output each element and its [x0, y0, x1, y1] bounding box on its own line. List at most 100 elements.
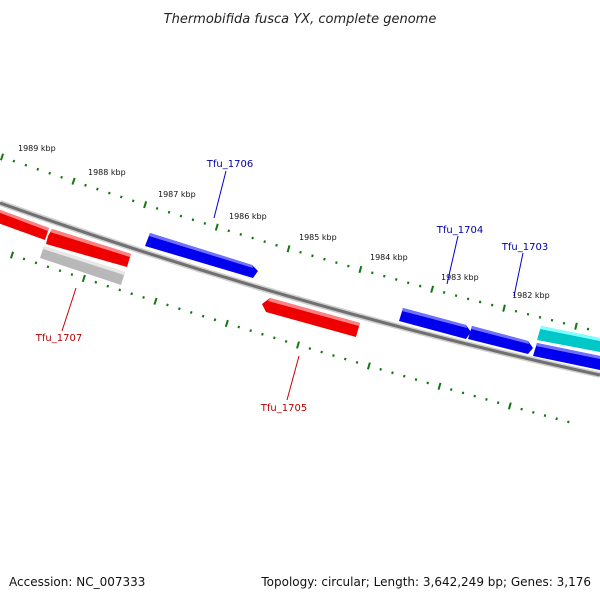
inner-tick — [130, 292, 133, 296]
inner-tick — [461, 391, 465, 395]
gene-pseudo-grey[interactable] — [40, 246, 125, 285]
outer-tick — [227, 229, 231, 233]
inner-tick — [9, 251, 15, 259]
inner-tick — [118, 288, 122, 292]
outer-tick — [119, 195, 123, 199]
outer-tick — [430, 285, 435, 293]
inner-tick — [70, 273, 74, 277]
inner-tick — [94, 280, 98, 284]
inner-tick — [46, 265, 50, 269]
inner-tick — [201, 314, 205, 318]
inner-tick — [178, 307, 181, 311]
gene-tfu1705-reverse[interactable] — [262, 298, 360, 337]
outer-tick — [418, 284, 422, 288]
outer-tick — [84, 183, 87, 187]
genome-summary-text: Topology: circular; Length: 3,642,249 bp… — [260, 575, 591, 589]
genome-backbone-core — [0, 201, 600, 377]
inner-tick — [34, 261, 38, 265]
outer-tick — [454, 294, 458, 298]
inner-tick — [320, 350, 323, 354]
inner-tick — [284, 340, 288, 343]
inner-tick — [485, 398, 488, 401]
inner-tick — [261, 332, 264, 336]
kbp-label-1987: 1987 kbp — [158, 190, 196, 199]
kbp-label-1982: 1982 kbp — [512, 291, 550, 300]
outer-tick — [36, 167, 40, 171]
outer-tick — [251, 236, 254, 240]
inner-tick — [332, 354, 335, 357]
inner-tick — [355, 361, 359, 364]
inner-tick — [142, 296, 145, 299]
inner-tick — [414, 378, 418, 381]
outer-tick — [406, 281, 410, 285]
inner-tick — [189, 311, 193, 314]
gene-tfu1708-reverse[interactable] — [0, 208, 49, 240]
inner-tick — [437, 382, 442, 390]
outer-tick — [502, 304, 506, 312]
outer-tick — [466, 297, 470, 301]
leader-tfu1706 — [213, 170, 227, 219]
outer-tick — [203, 222, 207, 225]
inner-tick — [343, 357, 347, 361]
outer-tick — [286, 245, 291, 253]
inner-tick — [555, 417, 558, 421]
inner-tick — [58, 269, 62, 273]
outer-tick — [358, 265, 363, 274]
outer-tick — [335, 261, 338, 265]
inner-tick — [507, 402, 512, 410]
outer-tick — [239, 233, 243, 236]
gene-label-tfu1704: Tfu_1704 — [436, 225, 483, 236]
outer-tick — [526, 312, 530, 316]
inner-tick — [496, 401, 500, 405]
outer-tick — [131, 199, 135, 203]
gene-tfu1703-forward[interactable] — [468, 326, 533, 354]
inner-tick — [543, 414, 547, 417]
inner-tick — [520, 407, 523, 411]
gene-label-tfu1707: Tfu_1707 — [35, 333, 82, 344]
outer-tick — [323, 257, 326, 261]
inner-tick — [426, 381, 430, 385]
inner-tick — [473, 394, 476, 398]
gene-cyan-forward[interactable] — [537, 326, 600, 353]
inner-tick — [273, 336, 276, 340]
outer-tick — [96, 187, 99, 191]
outer-tick — [275, 243, 278, 247]
outer-tick — [442, 291, 446, 294]
outer-tick — [60, 175, 63, 179]
kbp-label-1989: 1989 kbp — [18, 144, 56, 153]
outer-tick — [347, 264, 350, 268]
kbp-label-1988: 1988 kbp — [88, 168, 126, 177]
kbp-label-1983: 1983 kbp — [441, 273, 479, 282]
outer-tick — [394, 278, 398, 281]
outer-tick — [478, 300, 482, 304]
inner-tick — [308, 347, 312, 350]
gene-tfu1704-forward[interactable] — [399, 308, 471, 339]
outer-tick — [48, 171, 52, 175]
kbp-label-1984: 1984 kbp — [370, 253, 408, 262]
gene-label-tfu1703: Tfu_1703 — [501, 242, 548, 253]
gene-tfu1707-reverse[interactable] — [46, 229, 131, 267]
inner-tick — [567, 420, 570, 424]
inner-tick — [379, 367, 382, 371]
inner-tick — [402, 374, 406, 378]
kbp-label-1985: 1985 kbp — [299, 233, 337, 242]
outer-tick — [0, 153, 5, 161]
outer-tick — [214, 223, 219, 231]
inner-tick — [106, 284, 110, 288]
inner-tick — [532, 410, 535, 414]
leader-tfu1705 — [286, 355, 300, 401]
inner-tick — [237, 325, 241, 329]
outer-tick — [574, 322, 578, 330]
gene-label-tfu1705: Tfu_1705 — [260, 403, 307, 414]
outer-tick — [490, 303, 494, 307]
outer-tick — [562, 321, 566, 325]
inner-tick — [449, 388, 453, 391]
gene-forward-edge[interactable] — [533, 343, 600, 371]
gene-tfu1706-forward[interactable] — [145, 233, 258, 278]
outer-tick — [371, 271, 374, 275]
inner-tick — [213, 318, 217, 322]
inner-tick — [81, 274, 86, 283]
leader-tfu1703 — [513, 252, 524, 297]
outer-tick — [514, 309, 518, 313]
outer-tick — [550, 318, 554, 322]
